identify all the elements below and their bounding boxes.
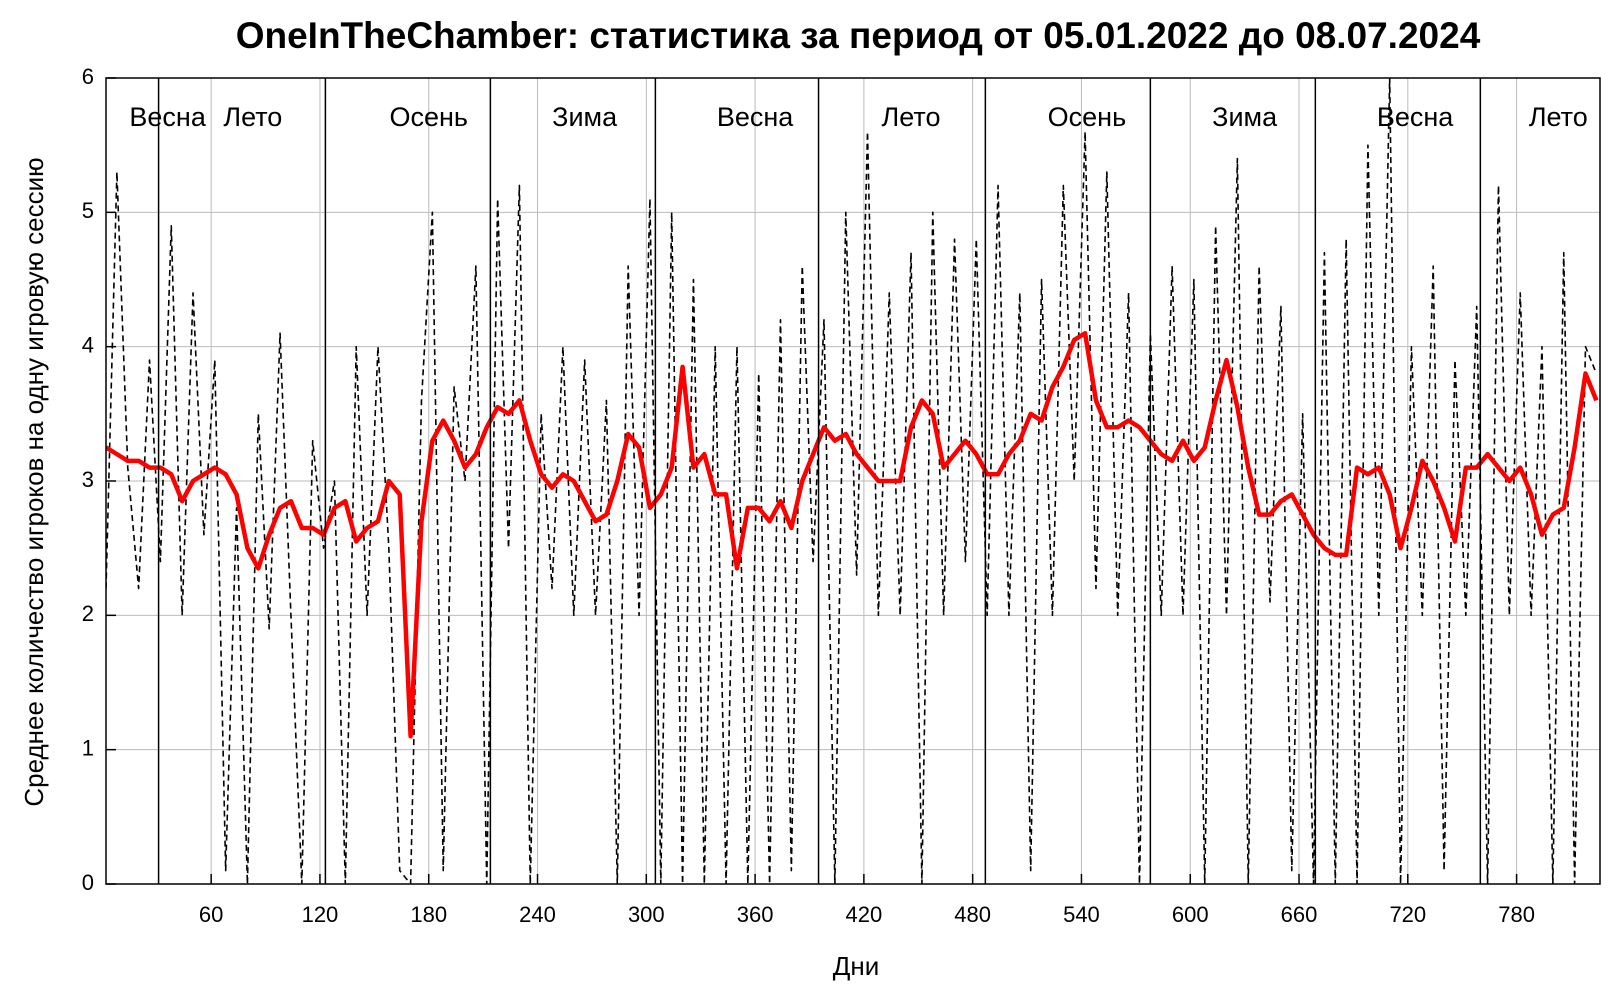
x-tick-label: 420 (846, 902, 883, 927)
x-tick-label: 480 (954, 902, 991, 927)
x-tick-label: 540 (1063, 902, 1100, 927)
y-tick-label: 2 (82, 601, 94, 626)
y-axis-label: Среднее количество игроков на одну игров… (19, 157, 49, 806)
x-tick-label: 660 (1281, 902, 1318, 927)
season-label: Зима (1212, 102, 1278, 132)
y-tick-label: 6 (82, 64, 94, 89)
x-tick-label: 240 (519, 902, 556, 927)
season-label: Весна (1377, 102, 1454, 132)
x-tick-label: 60 (199, 902, 223, 927)
x-tick-label: 120 (302, 902, 339, 927)
y-tick-label: 1 (82, 735, 94, 760)
x-tick-label: 720 (1389, 902, 1426, 927)
season-label: Лето (882, 102, 941, 132)
plot-frame (105, 77, 1601, 885)
y-tick-label: 3 (82, 467, 94, 492)
y-tick-label: 5 (82, 198, 94, 223)
y-tick-label: 0 (82, 870, 94, 895)
y-tick-label: 4 (82, 332, 94, 357)
series-line (106, 330, 1599, 739)
season-label: Весна (129, 102, 206, 132)
x-tick-label: 360 (737, 902, 774, 927)
season-label: Весна (717, 102, 794, 132)
x-axis-label: Дни (833, 951, 880, 981)
x-tick-label: 780 (1498, 902, 1535, 927)
chart-title: OneInTheChamber: статистика за период от… (236, 15, 1481, 56)
x-tick-label: 300 (628, 902, 665, 927)
series-line (106, 78, 1598, 884)
season-label: Осень (389, 102, 468, 132)
x-tick-label: 600 (1172, 902, 1209, 927)
season-label: Зима (552, 102, 618, 132)
season-label: Лето (223, 102, 282, 132)
season-label: Лето (1529, 102, 1588, 132)
x-tick-label: 180 (410, 902, 447, 927)
season-label: Осень (1048, 102, 1127, 132)
